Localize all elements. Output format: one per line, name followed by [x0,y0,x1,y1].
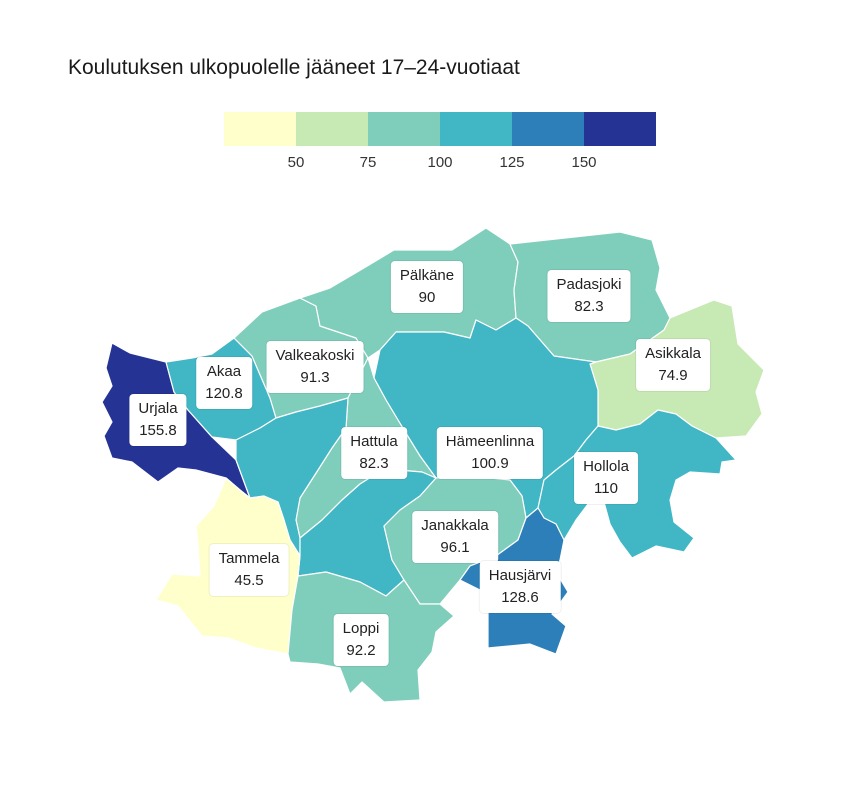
label-hollola-value: 110 [594,480,618,497]
label-urjala-name: Urjala [138,400,178,417]
label-hausjarvi-value: 128.6 [501,589,539,606]
label-valkeakoski: Valkeakoski 91.3 [266,341,364,393]
label-valkeakoski-name: Valkeakoski [275,347,355,364]
label-hausjarvi: Hausjärvi 128.6 [479,561,561,613]
label-palkane: Pälkäne 90 [390,261,464,313]
legend-bin-3 [368,112,440,146]
label-hameenlinna-name: Hämeenlinna [445,433,535,450]
label-tammela-value: 45.5 [234,572,264,589]
legend-bin-4 [440,112,512,146]
label-padasjoki-name: Padasjoki [556,276,622,293]
label-akaa-value: 120.8 [205,385,243,402]
label-valkeakoski-value: 91.3 [300,369,330,386]
label-asikkala-value: 74.9 [658,367,688,384]
color-legend: 50 75 100 125 150 [224,112,656,174]
legend-tick-50: 50 [287,154,305,171]
label-hollola: Hollola 110 [574,452,638,504]
label-hameenlinna: Hämeenlinna 100.9 [436,427,544,479]
legend-bin-1 [224,112,296,146]
legend-tick-100: 100 [427,154,453,171]
label-loppi-name: Loppi [342,620,380,637]
label-loppi-value: 92.2 [346,642,376,659]
label-asikkala: Asikkala 74.9 [636,339,710,391]
legend-tick-150: 150 [571,154,597,171]
label-padasjoki-value: 82.3 [574,298,604,315]
label-hattula: Hattula 82.3 [341,427,407,479]
label-janakkala: Janakkala 96.1 [412,511,498,563]
label-asikkala-name: Asikkala [645,345,701,362]
legend-bin-5 [512,112,584,146]
label-hollola-name: Hollola [583,458,629,475]
legend-tick-125: 125 [499,154,525,171]
legend-tick-75: 75 [359,154,377,171]
label-hattula-value: 82.3 [359,455,389,472]
label-akaa: Akaa 120.8 [196,357,252,409]
label-tammela-name: Tammela [218,550,280,567]
label-janakkala-value: 96.1 [440,539,470,556]
label-padasjoki: Padasjoki 82.3 [547,270,631,322]
label-tammela: Tammela 45.5 [209,544,289,596]
label-hameenlinna-value: 100.9 [471,455,509,472]
label-janakkala-name: Janakkala [421,517,489,534]
label-hausjarvi-name: Hausjärvi [488,567,552,584]
label-hattula-name: Hattula [350,433,398,450]
legend-bin-6 [584,112,656,146]
legend-bin-2 [296,112,368,146]
map-title: Koulutuksen ulkopuolelle jääneet 17–24-v… [68,56,520,79]
label-akaa-name: Akaa [206,363,242,380]
label-urjala: Urjala 155.8 [129,394,187,446]
label-palkane-value: 90 [418,289,436,306]
label-loppi: Loppi 92.2 [333,614,389,666]
label-urjala-value: 155.8 [139,422,177,439]
label-palkane-name: Pälkäne [399,267,455,284]
